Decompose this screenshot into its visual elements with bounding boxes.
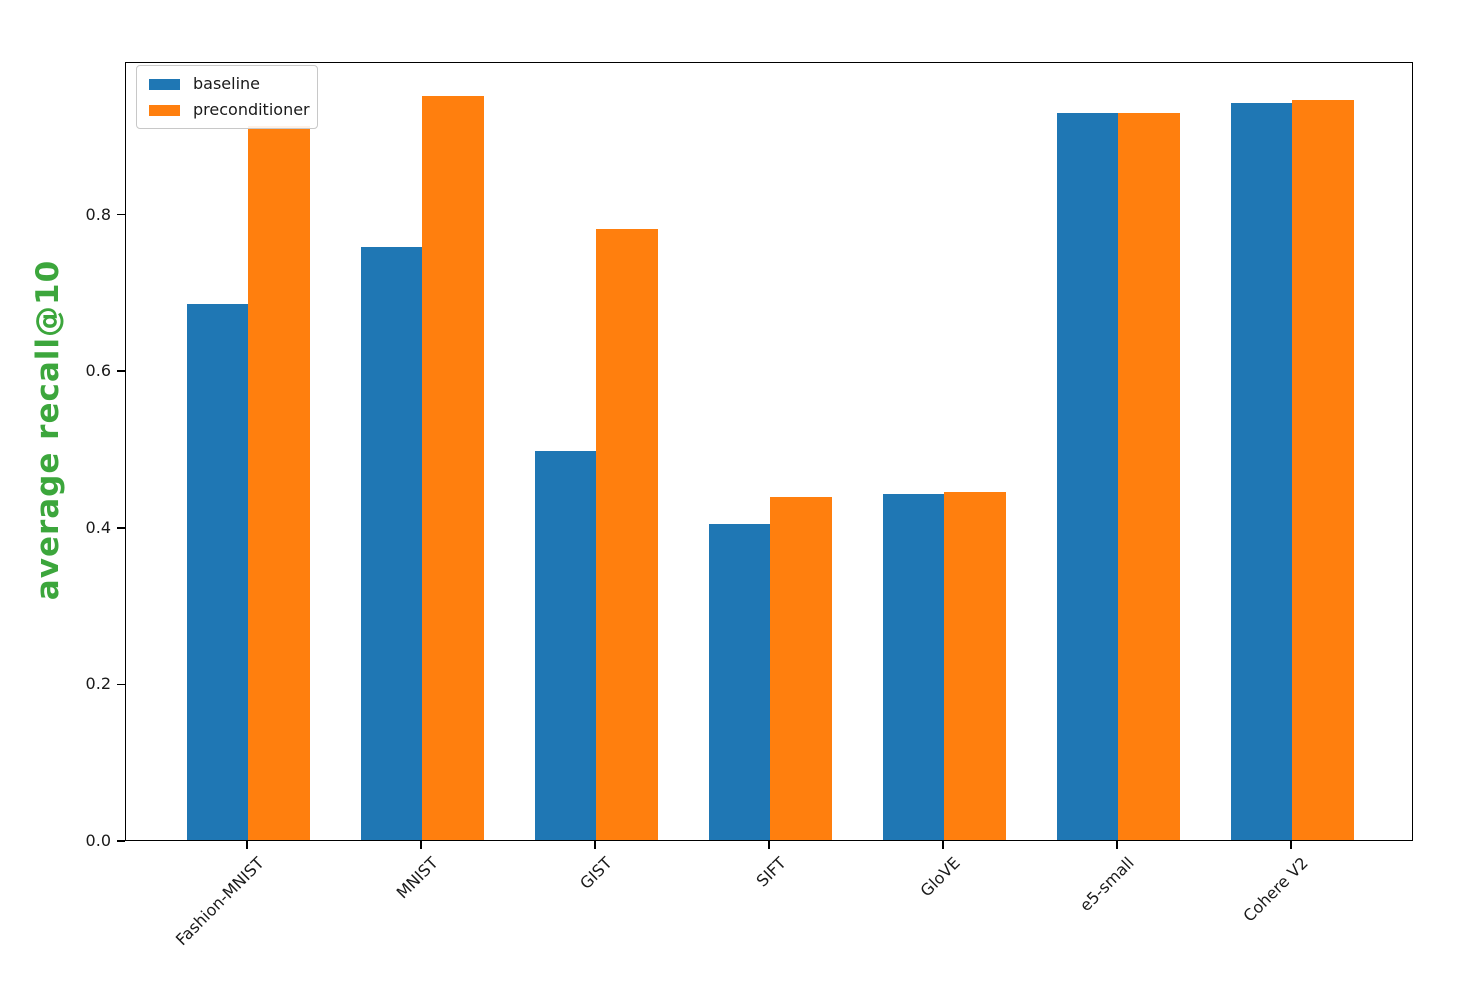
y-tick-label-0.6: 0.6 (85, 361, 111, 381)
bar-preconditioner-MNIST (422, 96, 484, 840)
y-tick-label-0.8: 0.8 (85, 204, 111, 224)
y-tick-label-0.4: 0.4 (85, 517, 111, 537)
x-tick-GloVE (942, 841, 944, 849)
y-axis-label: average recall@10 (30, 259, 66, 601)
y-tick-label-0.0: 0.0 (85, 831, 111, 850)
x-tick-label-Cohere V2: Cohere V2 (1239, 853, 1312, 926)
y-tick-0.6 (117, 370, 125, 372)
bar-preconditioner-e5-small (1118, 112, 1180, 840)
y-tick-0.0 (117, 840, 125, 842)
x-tick-label-e5-small: e5-small (1075, 853, 1138, 916)
y-tick-0.4 (117, 527, 125, 529)
legend-swatch-baseline (149, 78, 180, 90)
bar-baseline-e5-small (1056, 112, 1118, 840)
bar-preconditioner-GloVE (944, 491, 1006, 840)
x-tick-SIFT (768, 841, 770, 849)
x-tick-GIST (594, 841, 596, 849)
x-tick-label-SIFT: SIFT (752, 853, 790, 891)
x-tick-label-GIST: GIST (576, 853, 616, 893)
x-tick-label-Fashion-MNIST: Fashion-MNIST (171, 853, 268, 950)
legend-row-preconditioner: preconditioner (149, 101, 310, 119)
legend: baseline preconditioner (136, 65, 318, 129)
x-tick-label-MNIST: MNIST (392, 853, 442, 903)
bar-preconditioner-GIST (596, 229, 658, 840)
y-tick-label-0.2: 0.2 (85, 674, 111, 694)
legend-row-baseline: baseline (149, 75, 305, 93)
bar-preconditioner-SIFT (770, 497, 832, 840)
x-tick-Fashion-MNIST (246, 841, 248, 849)
bar-baseline-GIST (534, 450, 596, 840)
bar-preconditioner-Cohere V2 (1292, 100, 1354, 840)
bar-baseline-Cohere V2 (1230, 103, 1292, 840)
legend-label-preconditioner: preconditioner (193, 100, 310, 119)
x-tick-MNIST (420, 841, 422, 849)
legend-swatch-preconditioner (149, 104, 180, 116)
y-tick-0.8 (117, 213, 125, 216)
bar-baseline-GloVE (882, 493, 944, 840)
y-tick-0.2 (117, 683, 125, 686)
bar-preconditioner-Fashion-MNIST (248, 125, 310, 840)
bar-baseline-MNIST (360, 246, 422, 840)
x-tick-e5-small (1116, 841, 1118, 849)
legend-label-baseline: baseline (193, 74, 261, 93)
x-tick-label-GloVE: GloVE (916, 853, 964, 901)
bar-baseline-SIFT (708, 524, 770, 840)
x-tick-Cohere V2 (1290, 841, 1292, 849)
plot-area (125, 62, 1413, 841)
bar-baseline-Fashion-MNIST (186, 303, 248, 840)
